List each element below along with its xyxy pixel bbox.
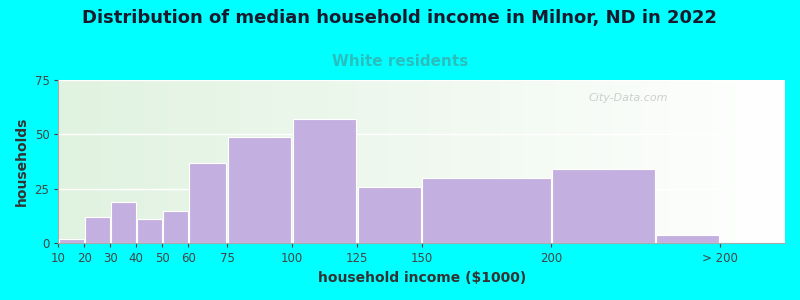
Bar	[358, 187, 421, 243]
Bar	[656, 235, 719, 243]
Y-axis label: households: households	[15, 117, 29, 206]
Bar	[137, 219, 162, 243]
Bar	[163, 211, 187, 243]
Bar	[422, 178, 551, 243]
X-axis label: household income ($1000): household income ($1000)	[318, 271, 526, 285]
Bar	[293, 119, 356, 243]
Text: White residents: White residents	[332, 54, 468, 69]
Bar	[189, 163, 226, 243]
Text: Distribution of median household income in Milnor, ND in 2022: Distribution of median household income …	[82, 9, 718, 27]
Bar	[111, 202, 136, 243]
Bar	[552, 169, 654, 243]
Text: City-Data.com: City-Data.com	[589, 93, 668, 103]
Bar	[228, 137, 291, 243]
Bar	[85, 217, 110, 243]
Bar	[59, 239, 84, 243]
